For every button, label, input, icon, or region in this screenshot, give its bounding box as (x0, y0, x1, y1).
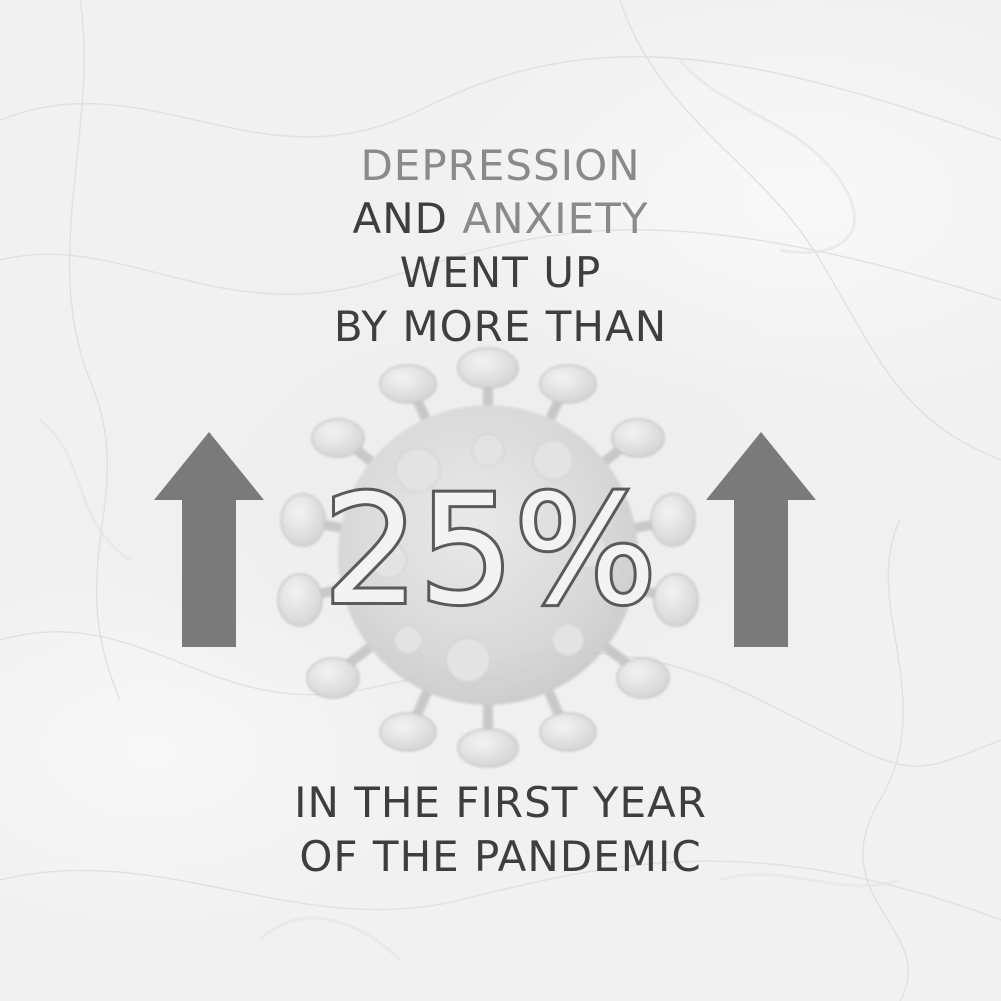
arrow-up-icon (154, 432, 264, 647)
arrow-up-icon (706, 432, 816, 647)
statistic-value-text: 25% (323, 470, 656, 620)
coronavirus-icon (277, 347, 699, 768)
headline-depression: DEPRESSION (360, 141, 641, 190)
headline-line-3: WENT UP (399, 248, 602, 297)
headline-line-1: DEPRESSION (0, 137, 1001, 195)
headline-anxiety: ANXIETY (462, 194, 649, 243)
headline-line-2: AND ANXIETY (0, 190, 1001, 248)
statistic-value: 25% (320, 470, 659, 620)
footer-line-1: IN THE FIRST YEAR (294, 778, 707, 827)
footer-line-2: OF THE PANDEMIC (299, 832, 702, 881)
headline-line-4: BY MORE THAN (333, 302, 668, 351)
headline-and: AND (352, 194, 448, 243)
